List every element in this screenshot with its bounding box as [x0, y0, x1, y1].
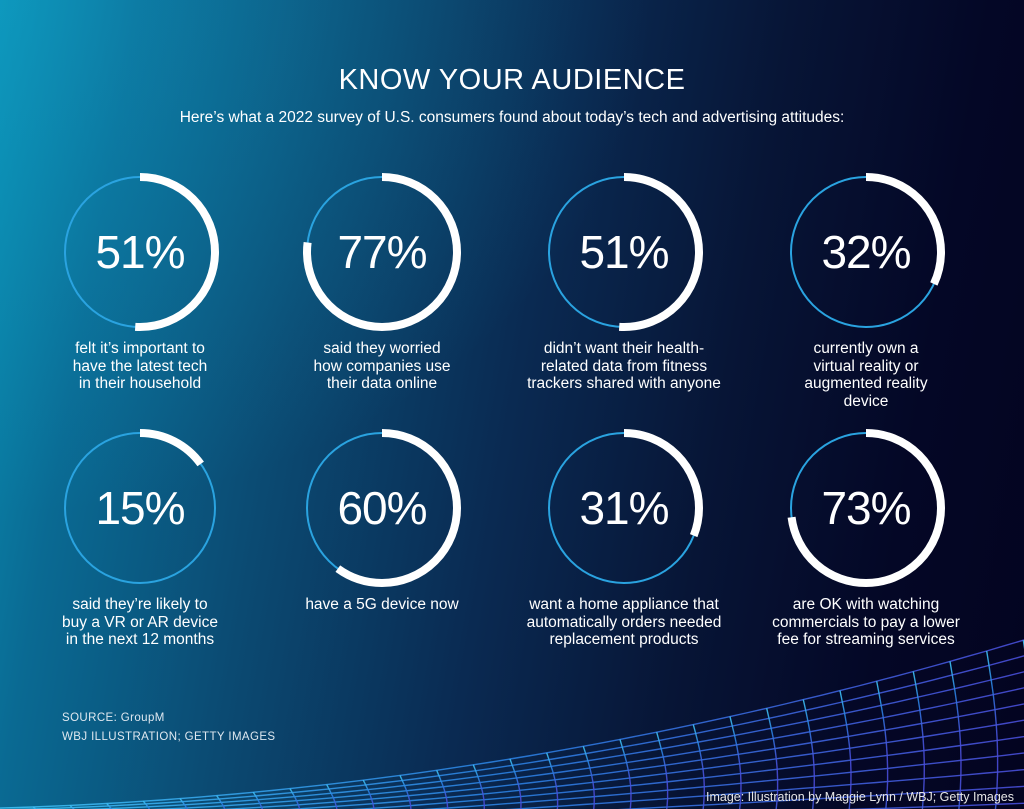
progress-ring: 32% — [786, 172, 946, 332]
stat-description: want a home appliance that automatically … — [504, 596, 744, 649]
stat-card: 73% are OK with watching commercials to pa… — [746, 428, 986, 649]
stat-percentage: 60% — [337, 482, 427, 534]
page-title: KNOW YOUR AUDIENCE — [338, 64, 686, 96]
footer-notes: SOURCE: GroupM WBJ ILLUSTRATION; GETTY I… — [62, 709, 276, 747]
page-subtitle: Here’s what a 2022 survey of U.S. consum… — [179, 109, 845, 126]
stat-description-line: currently own a — [813, 340, 919, 357]
stat-description-line: are OK with watching — [792, 596, 940, 613]
stat-description-line: device — [843, 392, 889, 410]
progress-ring: 51% — [544, 172, 704, 332]
stat-description-line: virtual reality or — [813, 357, 919, 375]
stat-description: felt it’s important to have the latest te… — [20, 340, 260, 393]
stat-description-line: automatically orders needed — [526, 613, 722, 631]
stat-card: 60% have a 5G device now — [262, 428, 502, 614]
stat-description-line: said they worried — [323, 340, 441, 357]
stat-description-line: in the next 12 months — [65, 631, 215, 648]
stat-description-line: in their household — [78, 375, 202, 392]
stat-description-line: how companies use — [313, 357, 451, 375]
progress-ring: 15% — [60, 428, 220, 588]
stat-card: 51% didn’t want their health-related data… — [504, 172, 744, 393]
stat-description-line: their data online — [326, 375, 438, 392]
progress-ring: 60% — [302, 428, 462, 588]
progress-ring: 73% — [786, 428, 946, 588]
stat-description-line: said they’re likely to — [72, 596, 208, 613]
progress-ring: 31% — [544, 428, 704, 588]
stat-description-line: have a 5G device now — [305, 596, 459, 613]
stat-percentage: 73% — [821, 482, 911, 534]
stat-card: 51% felt it’s important to have the latest… — [20, 172, 260, 393]
stat-description-line: buy a VR or AR device — [62, 613, 218, 631]
stat-description-line: want a home appliance that — [529, 596, 719, 613]
stat-description-line: didn’t want their health- — [543, 340, 705, 357]
stat-percentage: 31% — [579, 482, 669, 534]
stat-description-line: trackers shared with anyone — [527, 375, 721, 392]
stat-description-line: augmented reality — [804, 375, 928, 392]
stat-percentage: 32% — [821, 226, 911, 278]
stat-percentage: 51% — [95, 226, 185, 278]
image-credit: Image: Illustration by Maggie Lynn / WBJ… — [705, 790, 1014, 804]
stat-description: are OK with watching commercials to pay a… — [746, 596, 986, 649]
progress-ring: 77% — [302, 172, 462, 332]
stat-description-line: related data from fitness — [540, 357, 708, 375]
stat-percentage: 77% — [337, 226, 427, 278]
stat-description: currently own a virtual reality or augment… — [746, 340, 986, 410]
stat-card: 32% currently own a virtual reality or augm… — [746, 172, 986, 410]
stat-description-line: felt it’s important to — [75, 340, 205, 357]
stat-percentage: 15% — [95, 482, 185, 534]
stat-description-line: replacement products — [549, 631, 699, 648]
stat-card: 77% said they worried how companies use the… — [262, 172, 502, 393]
stat-description-line: commercials to pay a lower — [772, 613, 960, 631]
illustration-note: WBJ ILLUSTRATION; GETTY IMAGES — [62, 731, 276, 743]
stat-description-line: have the latest tech — [72, 357, 208, 375]
stat-percentage: 51% — [579, 226, 669, 278]
stat-description: didn’t want their health-related data fr… — [504, 340, 744, 393]
progress-ring: 51% — [60, 172, 220, 332]
stat-card: 31% want a home appliance that automatical… — [504, 428, 744, 649]
stat-description: said they worried how companies use their … — [262, 340, 502, 393]
stat-description-line: fee for streaming services — [777, 631, 955, 648]
source-note: SOURCE: GroupM — [62, 712, 165, 724]
stat-description: have a 5G device now — [262, 596, 502, 614]
stat-card: 15% said they’re likely to buy a VR or AR … — [20, 428, 260, 649]
stat-description: said they’re likely to buy a VR or AR dev… — [20, 596, 260, 649]
